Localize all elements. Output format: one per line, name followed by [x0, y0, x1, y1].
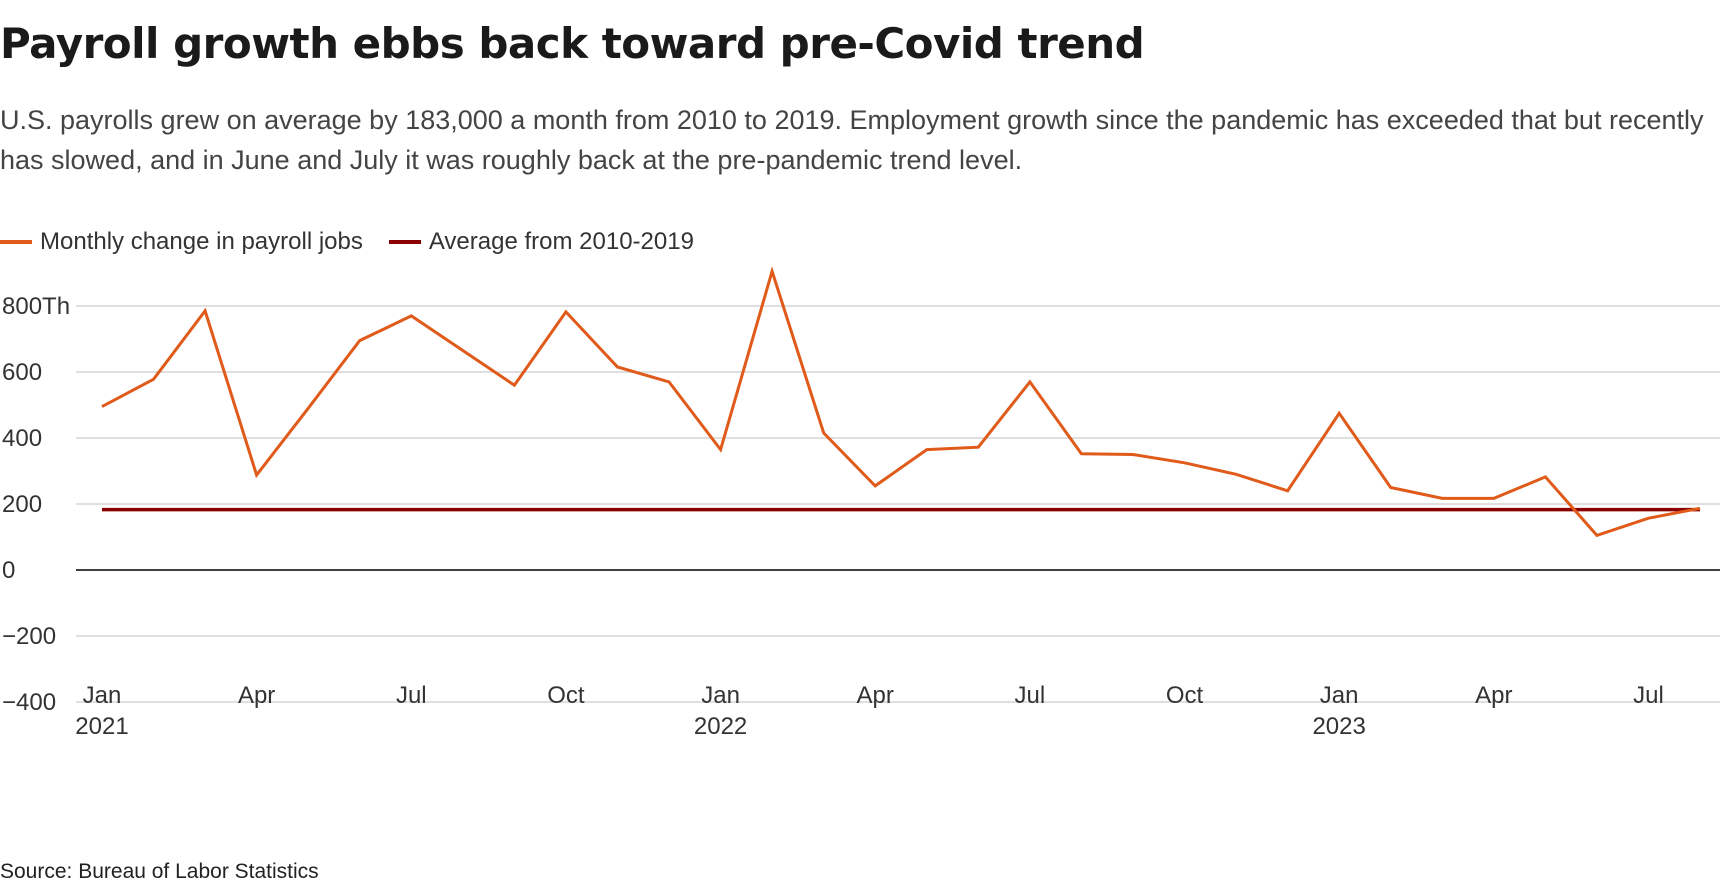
data-point — [771, 270, 774, 273]
x-tick-label: Apr — [1475, 682, 1512, 709]
data-point — [719, 448, 722, 451]
data-point — [564, 310, 567, 313]
x-tick-year-label: 2023 — [1312, 713, 1365, 740]
x-tick-label: Oct — [547, 682, 585, 709]
chart-subtitle: U.S. payrolls grew on average by 183,000… — [0, 105, 1704, 175]
legend-label-monthly-change: Monthly change in payroll jobs — [40, 228, 363, 255]
y-tick-label: 200 — [2, 491, 42, 518]
data-point — [1647, 517, 1650, 520]
data-point — [1699, 507, 1702, 510]
data-point — [1183, 461, 1186, 464]
series-layer — [101, 266, 1702, 538]
legend-item-average: Average from 2010-2019 — [388, 228, 694, 256]
monthly-change-line — [101, 266, 1701, 538]
data-point — [1544, 475, 1547, 478]
x-tick-year-label: 2021 — [75, 713, 128, 740]
grid-layer — [76, 305, 1720, 703]
data-point — [977, 446, 980, 449]
y-tick-label: −200 — [2, 623, 56, 650]
legend-item-monthly-change: Monthly change in payroll jobs — [0, 228, 363, 256]
y-axis-labels: 800Th 600 400 200 0 −200 −400 — [2, 293, 70, 716]
y-tick-label: 400 — [2, 425, 42, 452]
data-point — [1028, 380, 1031, 383]
data-point — [668, 380, 671, 383]
x-tick-label: Jul — [1633, 682, 1664, 709]
x-tick-label: Jul — [396, 682, 427, 709]
data-point — [616, 366, 619, 369]
data-point — [101, 405, 104, 408]
y-tick-label: −400 — [2, 689, 56, 716]
legend-swatch-monthly-change — [0, 240, 32, 244]
chart-title: Payroll growth ebbs back toward pre-Covi… — [0, 19, 1145, 68]
data-point — [255, 474, 258, 477]
data-point — [1441, 497, 1444, 500]
data-point — [1286, 489, 1289, 492]
x-tick-year-label: 2022 — [694, 713, 747, 740]
data-point — [358, 339, 361, 342]
data-point — [461, 349, 464, 352]
data-point — [410, 314, 413, 317]
data-point — [1080, 452, 1083, 455]
data-point — [1235, 473, 1238, 476]
legend-label-average: Average from 2010-2019 — [428, 228, 694, 255]
x-tick-label: Apr — [238, 682, 275, 709]
x-tick-label: Oct — [1166, 682, 1204, 709]
legend-swatch-average — [388, 240, 421, 244]
data-point — [513, 384, 516, 387]
data-point — [307, 407, 310, 410]
y-tick-label: 600 — [2, 359, 42, 386]
data-point — [822, 432, 825, 435]
x-tick-label: Jan — [701, 682, 740, 709]
data-point — [1595, 534, 1598, 537]
x-tick-label: Jan — [1320, 682, 1359, 709]
x-tick-label: Apr — [857, 682, 894, 709]
source-note: Source: Bureau of Labor Statistics — [0, 860, 319, 883]
data-point — [874, 484, 877, 487]
data-point — [204, 309, 207, 312]
y-tick-label: 0 — [2, 557, 15, 584]
x-tick-label: Jan — [83, 682, 122, 709]
line-chart: 800Th 600 400 200 0 −200 −400 Jan 2021 Apr Jul Oct… — [2, 266, 1720, 740]
x-axis-labels: Jan 2021 Apr Jul Oct Jan 2022 Apr Jul Oct Jan 2023 A… — [75, 682, 1663, 740]
data-point — [152, 378, 155, 381]
data-point — [1492, 497, 1495, 500]
chart-legend: Monthly change in payroll jobs Average f… — [0, 226, 720, 258]
data-point — [1338, 412, 1341, 415]
data-point — [1389, 486, 1392, 489]
data-point — [925, 448, 928, 451]
data-point — [1132, 453, 1135, 456]
y-tick-label: 800Th — [2, 293, 70, 320]
x-tick-label: Jul — [1015, 682, 1046, 709]
